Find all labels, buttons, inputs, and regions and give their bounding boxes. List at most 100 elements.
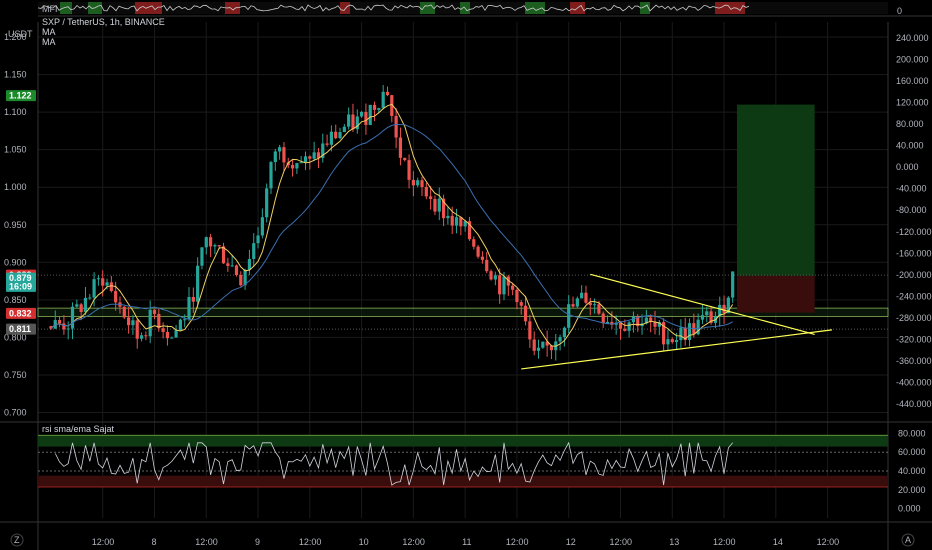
candle-down (545, 341, 549, 346)
left-tick-label: 0.700 (4, 407, 27, 417)
candle-down (485, 259, 489, 272)
auto-scale-icon[interactable] (901, 533, 915, 547)
candle-down (636, 316, 640, 327)
candle-up (243, 269, 247, 286)
candle-down (191, 296, 195, 302)
time-tick-label: 12:00 (195, 537, 218, 547)
candle-up (148, 309, 152, 337)
time-tick-label: 12:00 (402, 537, 425, 547)
candle-down (62, 323, 66, 330)
left-tick-label: 1.100 (4, 107, 27, 117)
candle-down (407, 160, 411, 180)
rsi-tick-label: 60.000 (898, 447, 926, 457)
candle-down (571, 304, 575, 307)
candle-down (610, 321, 614, 325)
candle-up (627, 322, 631, 331)
candle-up (726, 297, 730, 314)
time-tick-label: 12:00 (817, 537, 840, 547)
timezone-icon[interactable] (10, 533, 24, 547)
candle-up (265, 188, 269, 218)
auto-scale-icon-letter: A (905, 535, 911, 545)
candle-up (83, 297, 88, 313)
rsi-axis[interactable]: 80.000 60.000 40.000 20.000 0.000 (898, 428, 926, 513)
left-tick-label: 0.850 (4, 295, 27, 305)
left-tick-label: 0.800 (4, 332, 27, 342)
right-tick-label: -200.000 (896, 270, 932, 280)
right-tick-label: -160.000 (896, 248, 932, 258)
mfi-block (640, 2, 650, 14)
symbol-title[interactable]: SXP / TetherUS, 1h, BINANCE (42, 17, 165, 27)
candle-up (541, 341, 545, 348)
right-tick-label: 160.000 (896, 76, 929, 86)
candle-up (92, 279, 96, 298)
candle-down (429, 196, 433, 199)
take-profit-zone (736, 104, 815, 276)
price-badge-text: 0.832 (9, 308, 32, 318)
time-tick-label: 12:00 (92, 537, 115, 547)
candle-down (316, 152, 321, 158)
right-tick-label: 80.000 (896, 119, 924, 129)
candle-up (687, 323, 692, 341)
candle-down (662, 322, 666, 345)
candle-down (49, 326, 53, 329)
right-tick-label: -120.000 (896, 227, 932, 237)
candle-up (247, 259, 252, 270)
candle-up (75, 304, 79, 307)
mfi-indicator-strip (37, 2, 932, 17)
ma-legend-2[interactable]: MA (42, 37, 56, 47)
candle-down (208, 237, 213, 247)
time-tick-label: 8 (151, 537, 156, 547)
candle-down (480, 256, 485, 260)
candle-down (239, 275, 243, 286)
time-tick-label: 12:00 (609, 537, 632, 547)
candle-up (338, 132, 342, 139)
candle-down (217, 245, 221, 247)
time-tick-label: 10 (359, 537, 369, 547)
candle-down (334, 131, 338, 139)
candle-up (580, 292, 584, 299)
candle-up (252, 243, 256, 260)
right-tick-label: 240.000 (896, 33, 929, 43)
right-tick-label: -320.000 (896, 334, 932, 344)
candle-up (605, 321, 610, 324)
candle-up (377, 108, 381, 110)
candle-up (342, 126, 346, 133)
candle-down (364, 111, 368, 125)
candle-down (489, 271, 493, 280)
mfi-label: MFI (42, 4, 58, 14)
candle-down (441, 198, 446, 219)
candle-up (273, 151, 277, 163)
right-tick-label: -240.000 (896, 291, 932, 301)
rsi-label[interactable]: rsi sma/ema Sajat (42, 424, 115, 434)
left-price-axis[interactable]: 1.200 1.150 1.100 1.050 1.000 0.950 0.900 0.850… (4, 32, 27, 417)
mfi-block (135, 2, 162, 14)
timezone-icon-letter: Z (14, 535, 20, 545)
right-tick-label: 120.000 (896, 98, 929, 108)
candle-up (705, 311, 709, 316)
candle-down (498, 275, 502, 295)
candle-down (683, 327, 687, 341)
ma-legend-1[interactable]: MA (42, 27, 56, 37)
candle-up (329, 131, 334, 145)
moving-averages (50, 103, 734, 347)
time-axis[interactable]: 12:00 8 12:00 9 12:00 10 12:00 11 12:00 12 12:00 13… (92, 537, 839, 547)
candle-up (731, 271, 735, 298)
candle-up (96, 278, 101, 280)
right-tick-label: 200.000 (896, 55, 929, 65)
time-tick-label: 12 (566, 537, 576, 547)
candle-down (515, 289, 519, 303)
candle-up (575, 298, 579, 307)
candle-down (372, 104, 377, 110)
candle-down (79, 304, 83, 313)
right-value-axis[interactable]: 240.000 200.000 160.000 120.000 80.000 40.000… (896, 33, 932, 409)
candle-down (511, 285, 515, 290)
rsi-tick-label: 20.000 (898, 485, 926, 495)
candle-up (360, 111, 364, 117)
time-tick-label: 12:00 (713, 537, 736, 547)
trend-line (521, 329, 832, 370)
left-tick-label: 0.900 (4, 257, 27, 267)
candle-up (558, 337, 562, 342)
left-tick-label: 1.000 (4, 182, 27, 192)
